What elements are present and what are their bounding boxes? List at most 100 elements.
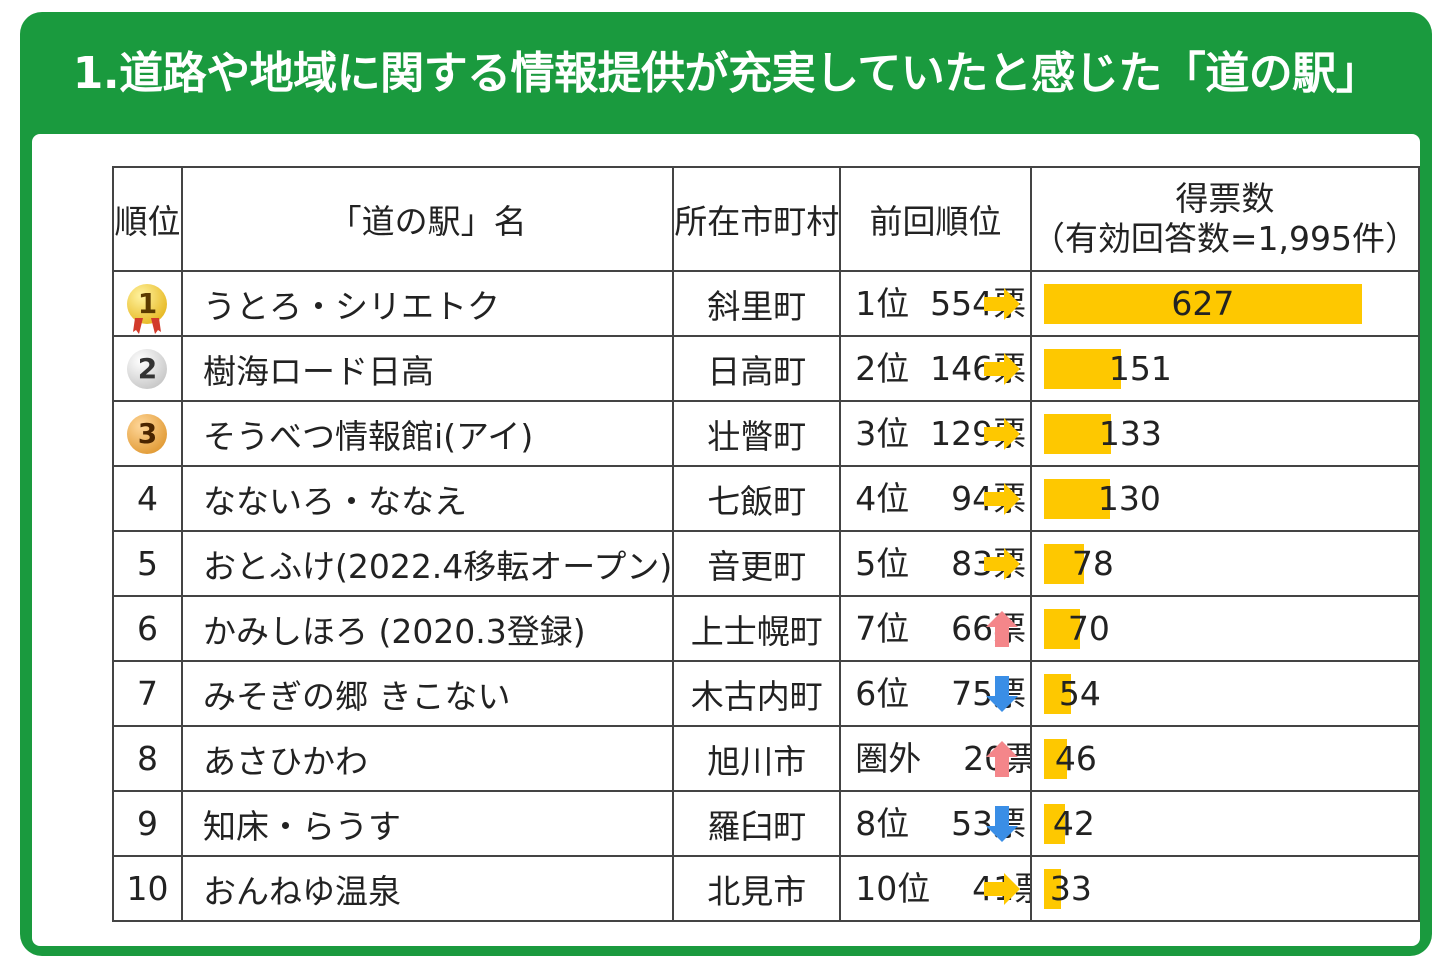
- station-name: みそぎの郷 きこない: [180, 660, 675, 727]
- arrow-down-icon: [985, 806, 1018, 842]
- station-name: なないろ・ななえ: [180, 465, 675, 532]
- previous-rank-cell: 1位 554票: [839, 270, 1032, 337]
- header-votes-line1: 得票数: [1175, 179, 1275, 218]
- previous-rank-cell: 3位 129票: [839, 400, 1032, 467]
- rank-cell: 9: [112, 790, 183, 857]
- vote-bar: [1043, 609, 1080, 649]
- votes-cell: 133: [1029, 400, 1421, 467]
- votes-cell: 151: [1029, 335, 1421, 402]
- bar-track: 42: [1043, 804, 1362, 844]
- previous-rank-cell: 8位 53票: [839, 790, 1032, 857]
- bar-track: 70: [1043, 609, 1362, 649]
- town-name: 羅臼町: [672, 790, 842, 857]
- arrow-right-icon: [983, 873, 1020, 905]
- vote-count-label: 33: [1049, 869, 1092, 908]
- previous-rank-text: 圏外 20票: [855, 739, 1031, 778]
- previous-rank-cell: 4位 94票: [839, 465, 1032, 532]
- table-row: 1 うとろ・シリエトク 斜里町 1位 554票 627: [112, 270, 1421, 337]
- town-name: 木古内町: [672, 660, 842, 727]
- previous-rank-text: 8位 53票: [855, 804, 1027, 843]
- previous-rank-text: 6位 75票: [855, 674, 1027, 713]
- rank-cell: 3: [112, 400, 183, 467]
- rank-cell: 10: [112, 855, 183, 922]
- town-name: 上士幌町: [672, 595, 842, 662]
- votes-cell: 78: [1029, 530, 1421, 597]
- vote-count-label: 151: [1108, 349, 1172, 388]
- votes-cell: 70: [1029, 595, 1421, 662]
- arrow-down-icon: [985, 676, 1018, 712]
- arrow-right-icon: [983, 483, 1020, 515]
- table-header-row: 順位 「道の駅」名 所在市町村 前回順位 得票数 （有効回答数=1,995件）: [112, 166, 1421, 272]
- station-name: そうべつ情報館i(アイ): [180, 400, 675, 467]
- table-row: 9 知床・らうす 羅臼町 8位 53票 42: [112, 790, 1421, 857]
- votes-cell: 54: [1029, 660, 1421, 727]
- previous-rank-cell: 圏外 20票: [839, 725, 1032, 792]
- town-name: 北見市: [672, 855, 842, 922]
- page-title: 1.道路や地域に関する情報提供が充実していたと感じた「道の駅」: [72, 48, 1380, 99]
- vote-bar: [1043, 804, 1065, 844]
- previous-rank-cell: 5位 83票: [839, 530, 1032, 597]
- table-panel: 順位 「道の駅」名 所在市町村 前回順位 得票数 （有効回答数=1,995件） …: [32, 134, 1421, 946]
- header-votes: 得票数 （有効回答数=1,995件）: [1029, 166, 1421, 272]
- ribbon-icon: [133, 318, 162, 334]
- header-previous: 前回順位: [839, 166, 1032, 272]
- station-name: おとふけ(2022.4移転オープン): [180, 530, 675, 597]
- vote-count-label: 130: [1097, 479, 1161, 518]
- rank-number: 4: [136, 479, 158, 518]
- previous-rank-text: 5位 83票: [855, 544, 1027, 583]
- vote-count-label: 42: [1052, 804, 1095, 843]
- votes-cell: 33: [1029, 855, 1421, 922]
- vote-count-label: 627: [1171, 284, 1235, 323]
- town-name: 音更町: [672, 530, 842, 597]
- arrow-right-icon: [983, 548, 1020, 580]
- arrow-right-icon: [983, 418, 1020, 450]
- silver-medal-icon: 2: [127, 349, 168, 390]
- rank-cell: 7: [112, 660, 183, 727]
- bar-track: 54: [1043, 674, 1362, 714]
- table-row: 5 おとふけ(2022.4移転オープン) 音更町 5位 83票 78: [112, 530, 1421, 597]
- bar-track: 133: [1043, 414, 1362, 454]
- town-name: 七飯町: [672, 465, 842, 532]
- vote-bar: [1043, 544, 1084, 584]
- votes-cell: 46: [1029, 725, 1421, 792]
- rank-number: 6: [136, 609, 158, 648]
- bar-track: 33: [1043, 869, 1362, 909]
- town-name: 旭川市: [672, 725, 842, 792]
- green-frame: 1.道路や地域に関する情報提供が充実していたと感じた「道の駅」 順位 「道の駅」…: [20, 12, 1432, 956]
- table-row: 3 そうべつ情報館i(アイ) 壮瞥町 3位 129票 133: [112, 400, 1421, 467]
- table-row: 10 おんねゆ温泉 北見市 10位 41票 33: [112, 855, 1421, 922]
- arrow-right-icon: [983, 353, 1020, 385]
- arrow-up-icon: [985, 611, 1018, 647]
- header-votes-line2: （有効回答数=1,995件）: [1031, 219, 1418, 258]
- vote-count-label: 46: [1054, 739, 1097, 778]
- bar-track: 46: [1043, 739, 1362, 779]
- table-row: 6 かみしほろ (2020.3登録) 上士幌町 7位 66票 70: [112, 595, 1421, 662]
- previous-rank-cell: 7位 66票: [839, 595, 1032, 662]
- station-name: かみしほろ (2020.3登録): [180, 595, 675, 662]
- rank-cell: 8: [112, 725, 183, 792]
- previous-rank-text: 7位 66票: [855, 609, 1027, 648]
- rank-number: 10: [126, 869, 169, 908]
- table-row: 7 みそぎの郷 きこない 木古内町 6位 75票 54: [112, 660, 1421, 727]
- vote-count-label: 70: [1067, 609, 1110, 648]
- rank-number: 7: [136, 674, 158, 713]
- previous-rank-cell: 2位 146票: [839, 335, 1032, 402]
- vote-bar: [1043, 284, 1362, 324]
- station-name: あさひかわ: [180, 725, 675, 792]
- town-name: 斜里町: [672, 270, 842, 337]
- previous-rank-text: 2位 146票: [855, 349, 1027, 388]
- table-row: 8 あさひかわ 旭川市 圏外 20票 46: [112, 725, 1421, 792]
- station-name: 樹海ロード日高: [180, 335, 675, 402]
- gold-medal-icon: 1: [127, 284, 168, 334]
- vote-count-label: 54: [1058, 674, 1101, 713]
- station-name: うとろ・シリエトク: [180, 270, 675, 337]
- rank-cell: 4: [112, 465, 183, 532]
- previous-rank-cell: 10位 41票: [839, 855, 1032, 922]
- vote-bar: [1043, 349, 1121, 389]
- previous-rank-cell: 6位 75票: [839, 660, 1032, 727]
- rank-number: 8: [136, 739, 158, 778]
- rank-cell: 5: [112, 530, 183, 597]
- vote-bar: [1043, 479, 1110, 519]
- vote-count-label: 78: [1071, 544, 1114, 583]
- rank-cell: 6: [112, 595, 183, 662]
